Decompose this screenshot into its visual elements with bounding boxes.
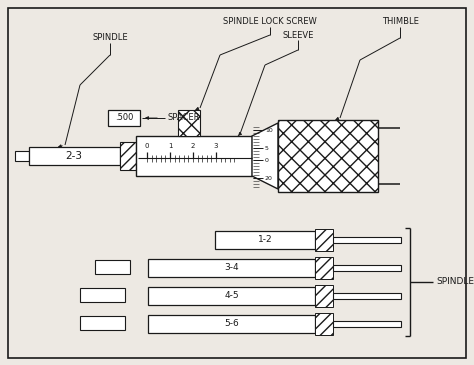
Text: SPACER: SPACER <box>168 114 201 123</box>
Bar <box>215 231 315 249</box>
Bar <box>333 265 401 271</box>
Text: 1: 1 <box>168 143 172 149</box>
Bar <box>333 293 401 299</box>
Text: 1-2: 1-2 <box>258 235 272 245</box>
Text: 2: 2 <box>191 143 195 149</box>
Bar <box>95 260 130 274</box>
Text: 0: 0 <box>265 158 269 162</box>
Bar <box>80 316 125 330</box>
Bar <box>278 120 378 192</box>
Bar <box>315 285 333 307</box>
Bar <box>136 136 252 176</box>
Bar <box>315 257 333 279</box>
Bar <box>29 147 120 165</box>
Bar <box>333 237 401 243</box>
Bar <box>108 110 140 126</box>
Text: 2-3: 2-3 <box>65 151 82 161</box>
Text: SPINDLE: SPINDLE <box>92 34 128 42</box>
Text: 0: 0 <box>145 143 149 149</box>
Bar <box>333 321 401 327</box>
Text: 20: 20 <box>265 176 273 181</box>
Text: 4-5: 4-5 <box>224 292 239 300</box>
Bar <box>15 151 29 161</box>
Text: 3-4: 3-4 <box>224 264 239 273</box>
Text: 10: 10 <box>265 127 273 132</box>
Bar <box>148 287 315 305</box>
Text: 3: 3 <box>214 143 218 149</box>
Text: 5: 5 <box>265 146 269 150</box>
Bar <box>315 313 333 335</box>
Text: THIMBLE: THIMBLE <box>382 18 419 27</box>
Bar <box>148 259 315 277</box>
Bar <box>178 110 200 136</box>
Text: .500: .500 <box>115 114 133 123</box>
Bar <box>80 288 125 302</box>
Bar <box>148 315 315 333</box>
Text: SPINDLE LOCK SCREW: SPINDLE LOCK SCREW <box>223 18 317 27</box>
Text: SLEEVE: SLEEVE <box>283 31 314 39</box>
Polygon shape <box>252 123 278 189</box>
Text: SPINDLES: SPINDLES <box>436 277 474 287</box>
Bar <box>315 229 333 251</box>
Bar <box>120 142 136 170</box>
Text: 5-6: 5-6 <box>224 319 239 328</box>
